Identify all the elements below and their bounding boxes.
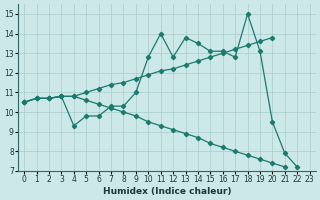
X-axis label: Humidex (Indice chaleur): Humidex (Indice chaleur) [103,187,231,196]
